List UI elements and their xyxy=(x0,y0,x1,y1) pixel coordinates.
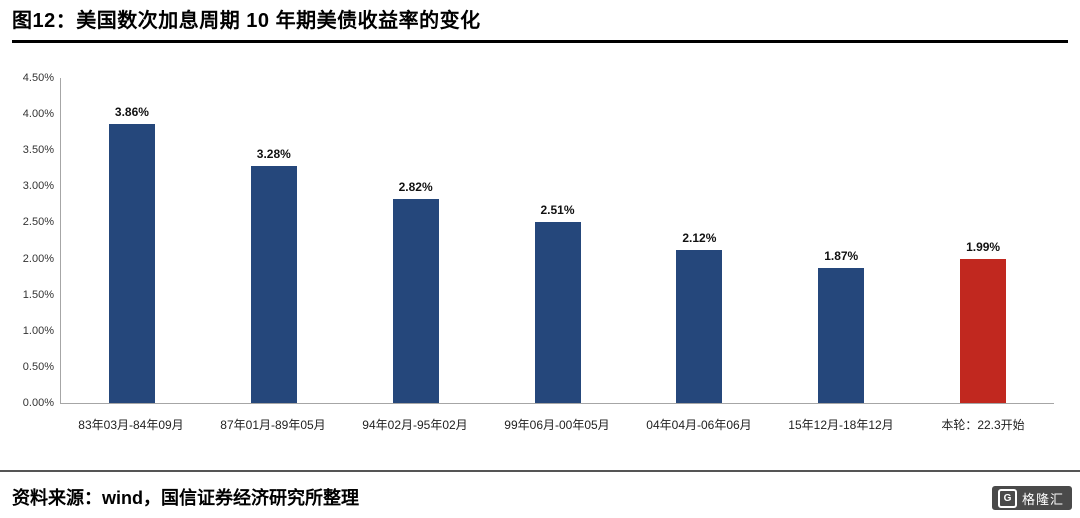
bar-group: 2.51% xyxy=(487,78,629,403)
bars: 3.86% 3.28% 2.82% 2.51% 2.12% 1.87% 1.99% xyxy=(61,78,1054,403)
bar-group: 1.87% xyxy=(770,78,912,403)
footer: 资料来源：wind，国信证券经济研究所整理 G 格隆汇 xyxy=(0,470,1080,518)
bar xyxy=(108,124,155,403)
logo-g-icon: G xyxy=(997,488,1017,508)
y-axis-tick-label: 2.50% xyxy=(22,216,54,229)
y-axis-tick-label: 1.50% xyxy=(22,288,54,301)
bar-value-label: 1.99% xyxy=(966,240,1001,255)
bar-value-label: 2.82% xyxy=(398,180,433,195)
bar xyxy=(250,166,297,403)
source-text: 资料来源：wind，国信证券经济研究所整理 xyxy=(12,488,359,508)
bar xyxy=(960,259,1007,403)
page-title: 图12：美国数次加息周期 10 年期美债收益率的变化 xyxy=(12,10,481,32)
y-axis-tick-label: 4.50% xyxy=(22,72,54,84)
plot-area: 3.86% 3.28% 2.82% 2.51% 2.12% 1.87% 1.99% 4.50… xyxy=(23,72,1054,409)
bar-value-label: 1.87% xyxy=(824,248,859,263)
x-axis-label: 99年06月-00年05月 xyxy=(504,417,610,432)
bar-value-label: 3.86% xyxy=(114,105,149,120)
bar-group: 2.82% xyxy=(345,78,487,403)
x-axis-label: 本轮：22.3开始 xyxy=(941,417,1025,432)
bar-group: 1.99% xyxy=(912,78,1054,403)
x-axis-label: 94年02月-95年02月 xyxy=(362,417,468,432)
x-axis-label: 87年01月-89年05月 xyxy=(220,417,326,432)
x-axis-label: 83年03月-84年09月 xyxy=(78,417,184,432)
bar-value-label: 3.28% xyxy=(256,147,291,162)
bar-group: 2.12% xyxy=(628,78,770,403)
bar-value-label: 2.51% xyxy=(540,202,575,217)
bar xyxy=(534,221,581,403)
bar xyxy=(818,267,865,403)
footer-divider xyxy=(0,470,1080,472)
title-divider xyxy=(12,40,1068,43)
gelonghui-logo: G 格隆汇 xyxy=(991,486,1072,510)
x-axis-label: 04年04月-06年06月 xyxy=(646,417,752,432)
y-axis-tick-label: 3.00% xyxy=(22,180,54,193)
y-axis-tick-label: 0.50% xyxy=(22,360,54,373)
bar-group: 3.28% xyxy=(203,78,345,403)
bar-chart: 3.86% 3.28% 2.82% 2.51% 2.12% 1.87% 1.99% 4.50… xyxy=(14,72,1054,440)
y-axis-tick-label: 3.50% xyxy=(22,144,54,157)
x-axis-label: 15年12月-18年12月 xyxy=(788,417,894,432)
y-axis-tick-label: 2.00% xyxy=(22,252,54,265)
bar xyxy=(676,249,723,403)
bar-group: 3.86% xyxy=(61,78,203,403)
header: 图12：美国数次加息周期 10 年期美债收益率的变化 xyxy=(12,8,1068,43)
y-axis-tick-label: 0.00% xyxy=(22,397,54,409)
y-axis-tick-label: 4.00% xyxy=(22,108,54,121)
logo-text: 格隆汇 xyxy=(1021,491,1064,507)
bar-value-label: 2.12% xyxy=(682,230,717,245)
x-axis-labels: 83年03月-84年09月 87年01月-89年05月 94年02月-95年02月 9… xyxy=(60,408,1054,440)
y-axis-tick-label: 1.00% xyxy=(22,324,54,337)
bar xyxy=(392,199,439,403)
